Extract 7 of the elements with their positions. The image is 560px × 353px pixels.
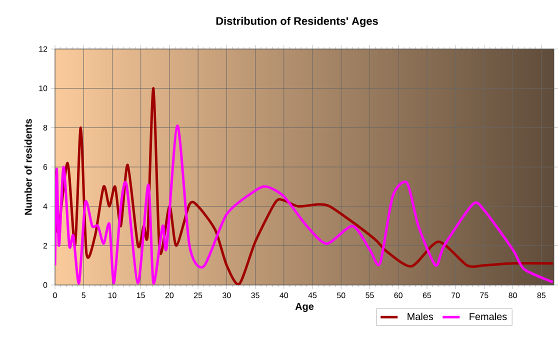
chart-title: Distribution of Residents' Ages [216, 16, 378, 28]
x-axis-title: Age [295, 303, 314, 312]
legend-label: Males [408, 312, 434, 320]
y-axis-title: Number of residents [24, 118, 32, 215]
legend-label: Females [470, 312, 507, 320]
line-series [55, 124, 554, 284]
line-series [55, 87, 554, 285]
